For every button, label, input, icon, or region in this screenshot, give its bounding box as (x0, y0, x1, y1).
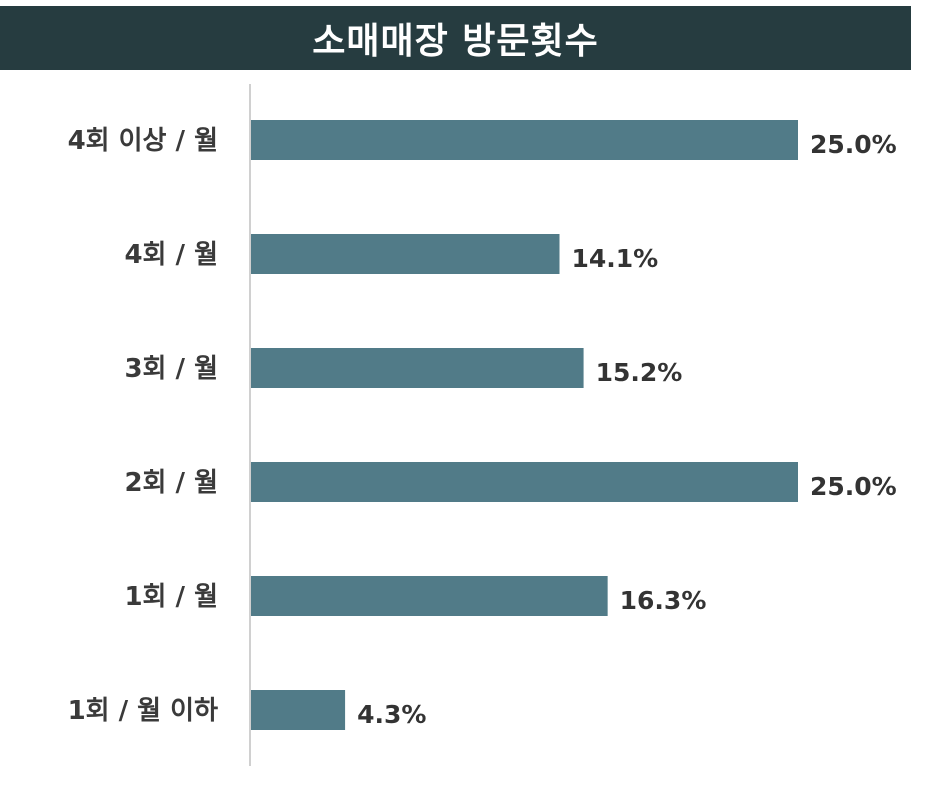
value-label: 25.0% (810, 130, 897, 159)
value-label: 4.3% (357, 700, 426, 729)
chart-title: 소매매장 방문횟수 (312, 21, 599, 62)
bar (251, 576, 608, 616)
category-label: 1회 / 월 (124, 582, 218, 612)
bar (251, 120, 798, 160)
chart-title-bar: 소매매장 방문횟수 (0, 6, 911, 70)
value-label: 14.1% (572, 244, 659, 273)
bar (251, 462, 798, 502)
bar (251, 690, 346, 730)
bar (251, 234, 560, 274)
value-label: 16.3% (620, 586, 707, 615)
category-label: 4회 / 월 (124, 240, 218, 270)
category-label: 3회 / 월 (124, 354, 218, 384)
category-label: 1회 / 월 이하 (68, 696, 219, 726)
bar (251, 348, 584, 388)
category-label: 4회 이상 / 월 (68, 126, 218, 156)
value-label: 25.0% (810, 472, 897, 501)
category-label: 2회 / 월 (124, 468, 218, 498)
value-label: 15.2% (596, 358, 683, 387)
